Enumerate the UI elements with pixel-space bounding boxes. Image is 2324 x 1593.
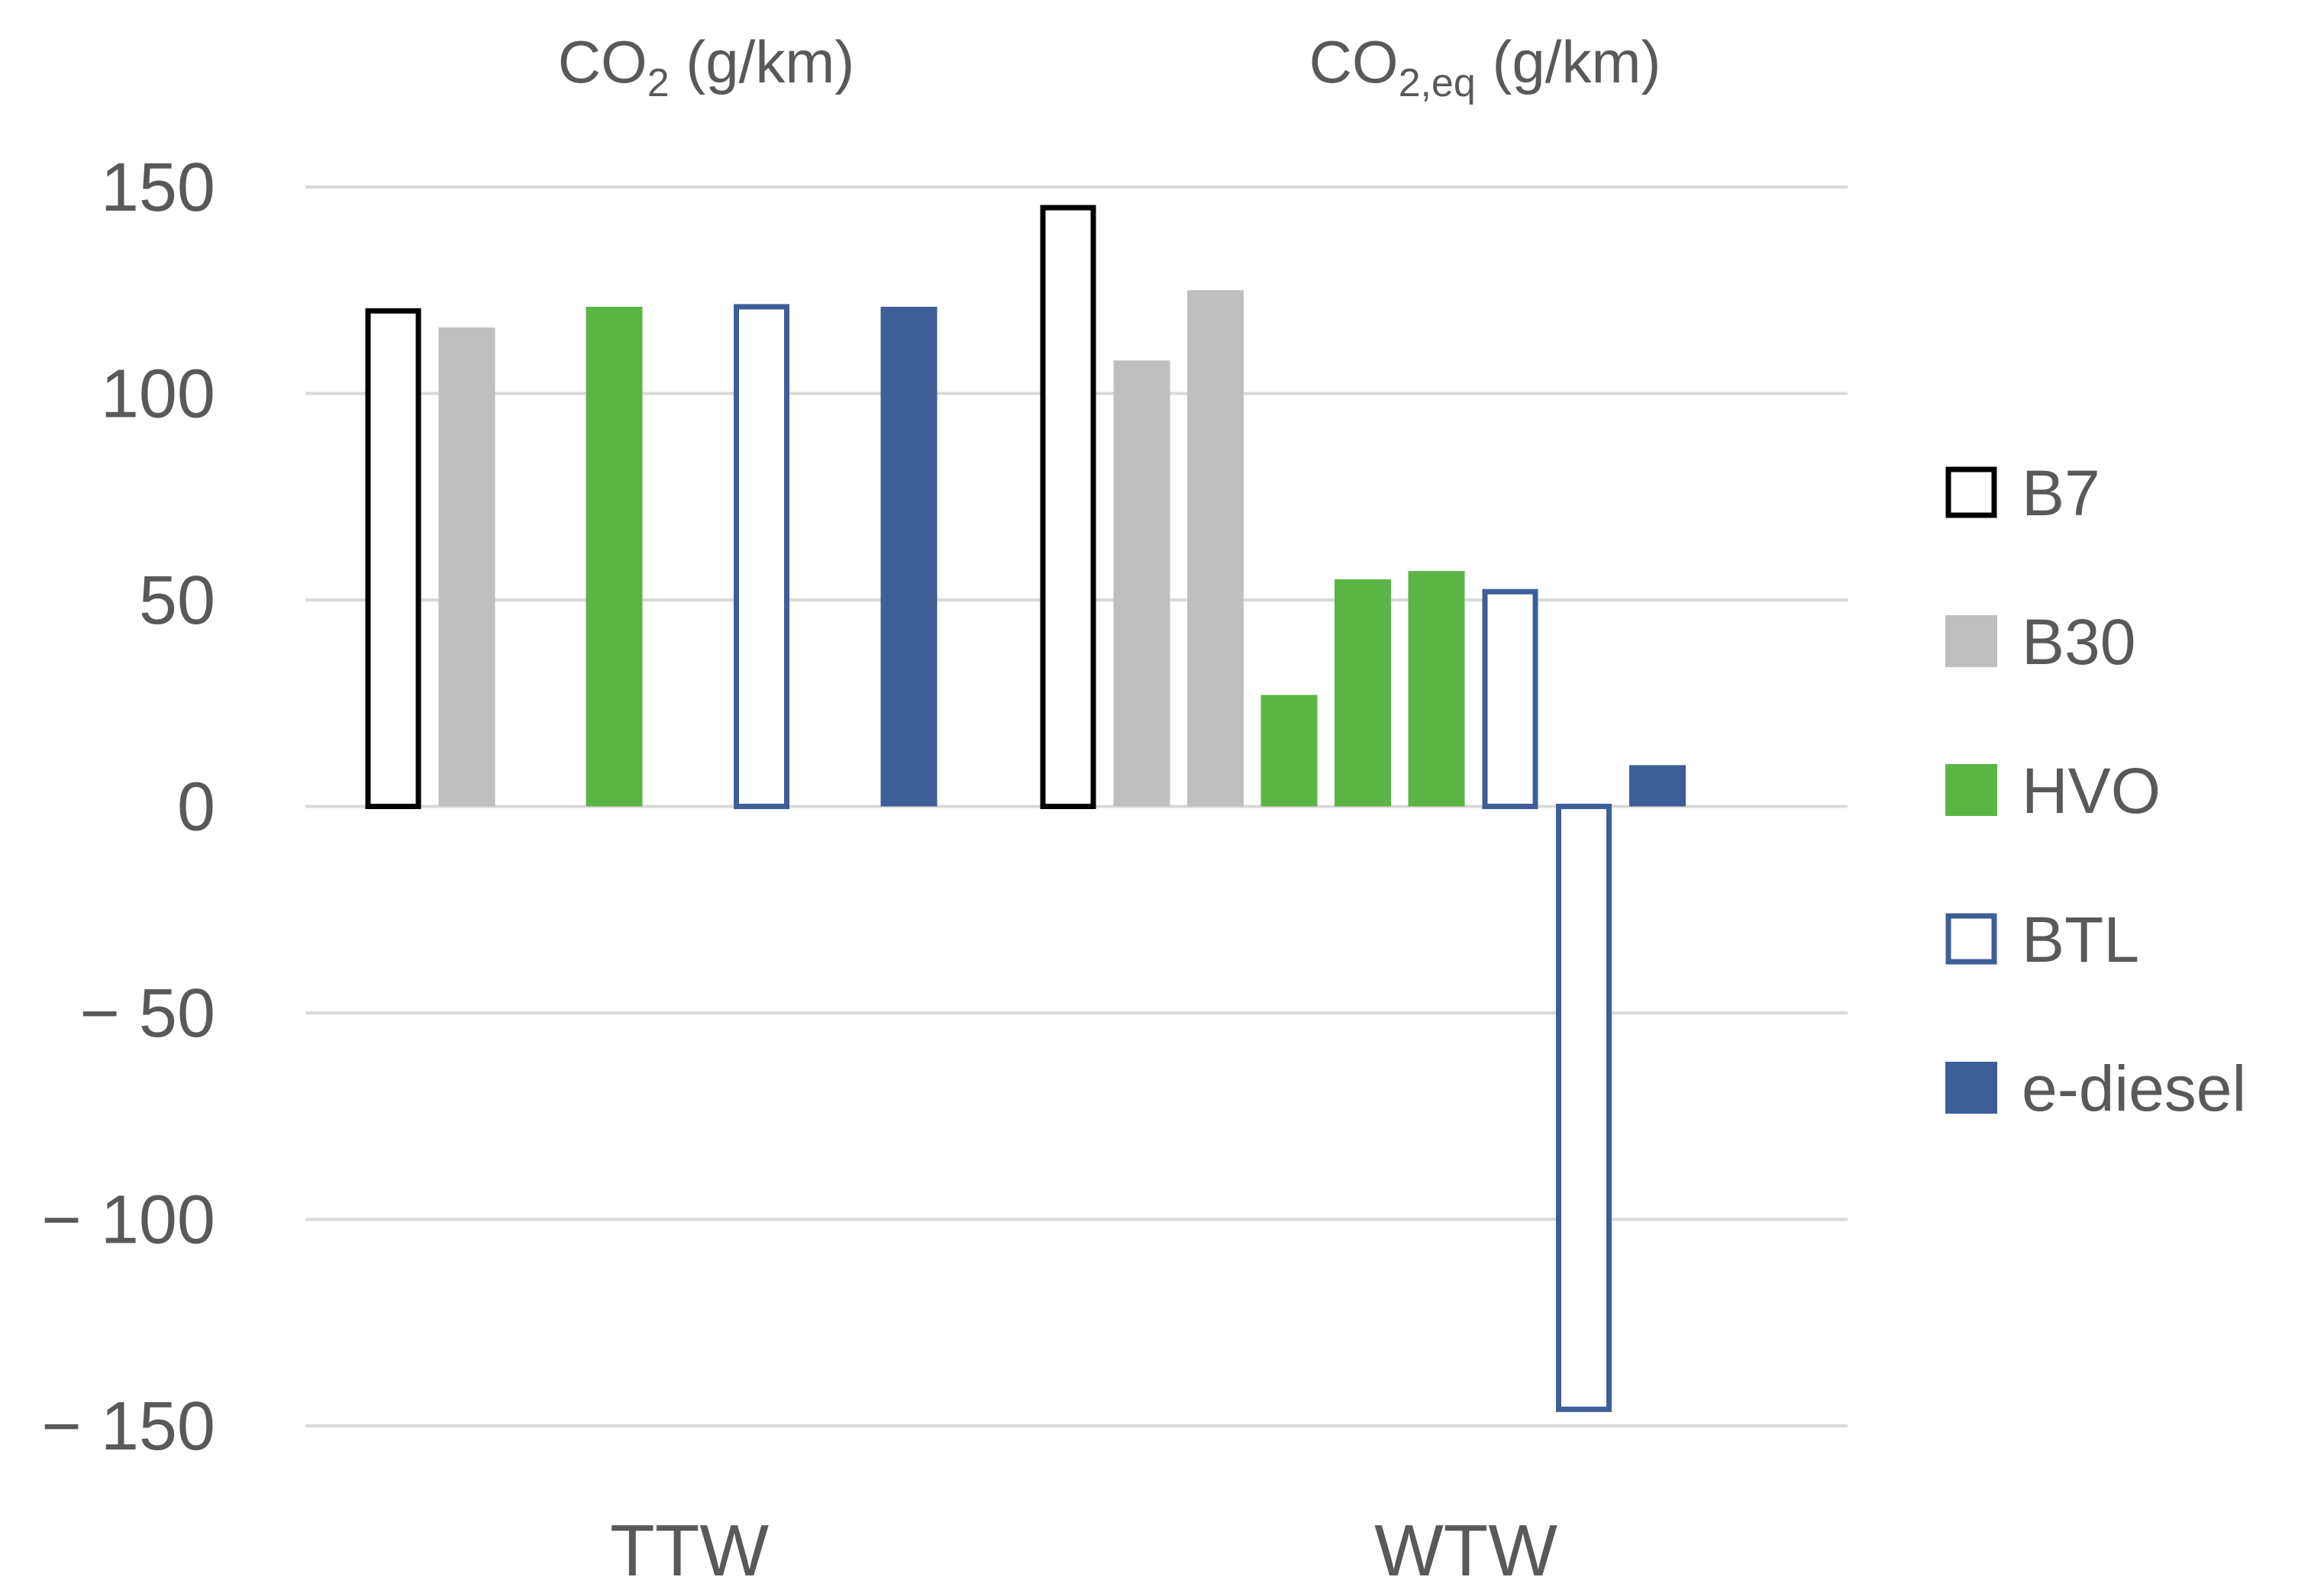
y-tick-label: 150 bbox=[101, 150, 215, 226]
legend-item-e-diesel: e-diesel bbox=[1945, 1053, 2246, 1124]
bar-ttw-btl bbox=[734, 304, 789, 809]
legend: B7 B30 HVO BTL e-diesel bbox=[1945, 457, 2246, 1124]
bar-ttw-e-diesel bbox=[880, 306, 938, 807]
legend-item-b7: B7 bbox=[1945, 457, 2100, 529]
y-tick-label: − 150 bbox=[41, 1388, 215, 1465]
bar-wtw-hvo bbox=[1335, 579, 1391, 807]
bar-wtw-btl bbox=[1482, 589, 1538, 809]
legend-item-hvo: HVO bbox=[1945, 755, 2161, 827]
legend-label: e-diesel bbox=[2022, 1053, 2246, 1124]
legend-item-b30: B30 bbox=[1945, 606, 2135, 678]
legend-swatch bbox=[1945, 764, 1997, 816]
legend-swatch bbox=[1945, 466, 1997, 518]
bar-wtw-e-diesel bbox=[1629, 765, 1686, 807]
bar-ttw-b30 bbox=[438, 327, 495, 807]
bar-wtw-b7 bbox=[1040, 205, 1096, 809]
legend-swatch bbox=[1945, 615, 1997, 667]
y-tick-label: − 100 bbox=[41, 1182, 215, 1259]
bar-wtw-hvo bbox=[1408, 571, 1465, 807]
y-tick-label: 100 bbox=[101, 356, 215, 433]
panel-title-wtw: CO2,eq (g/km) bbox=[1309, 28, 1661, 105]
bar-ttw-b7 bbox=[365, 308, 421, 809]
bar-wtw-b30 bbox=[1113, 360, 1170, 807]
y-axis-tick-labels: 150 100 50 0 − 50 − 100 − 150 bbox=[41, 150, 215, 1465]
bars bbox=[365, 205, 1686, 1412]
legend-label: HVO bbox=[2022, 755, 2161, 827]
bar-ttw-hvo bbox=[586, 306, 643, 807]
legend-item-btl: BTL bbox=[1945, 904, 2139, 975]
category-label-ttw: TTW bbox=[610, 1510, 769, 1591]
bar-wtw-btl bbox=[1556, 804, 1612, 1412]
legend-label: B7 bbox=[2022, 457, 2100, 529]
bar-wtw-b30 bbox=[1187, 290, 1244, 807]
legend-swatch bbox=[1945, 1062, 1997, 1114]
bar-wtw-hvo bbox=[1260, 695, 1318, 807]
legend-swatch bbox=[1945, 913, 1997, 965]
y-tick-label: − 50 bbox=[79, 975, 215, 1052]
y-tick-label: 0 bbox=[177, 769, 215, 846]
category-label-wtw: WTW bbox=[1374, 1510, 1557, 1591]
legend-label: BTL bbox=[2022, 904, 2139, 975]
legend-label: B30 bbox=[2022, 606, 2135, 678]
panel-title-ttw: CO2 (g/km) bbox=[558, 28, 855, 105]
y-tick-label: 50 bbox=[139, 563, 215, 639]
